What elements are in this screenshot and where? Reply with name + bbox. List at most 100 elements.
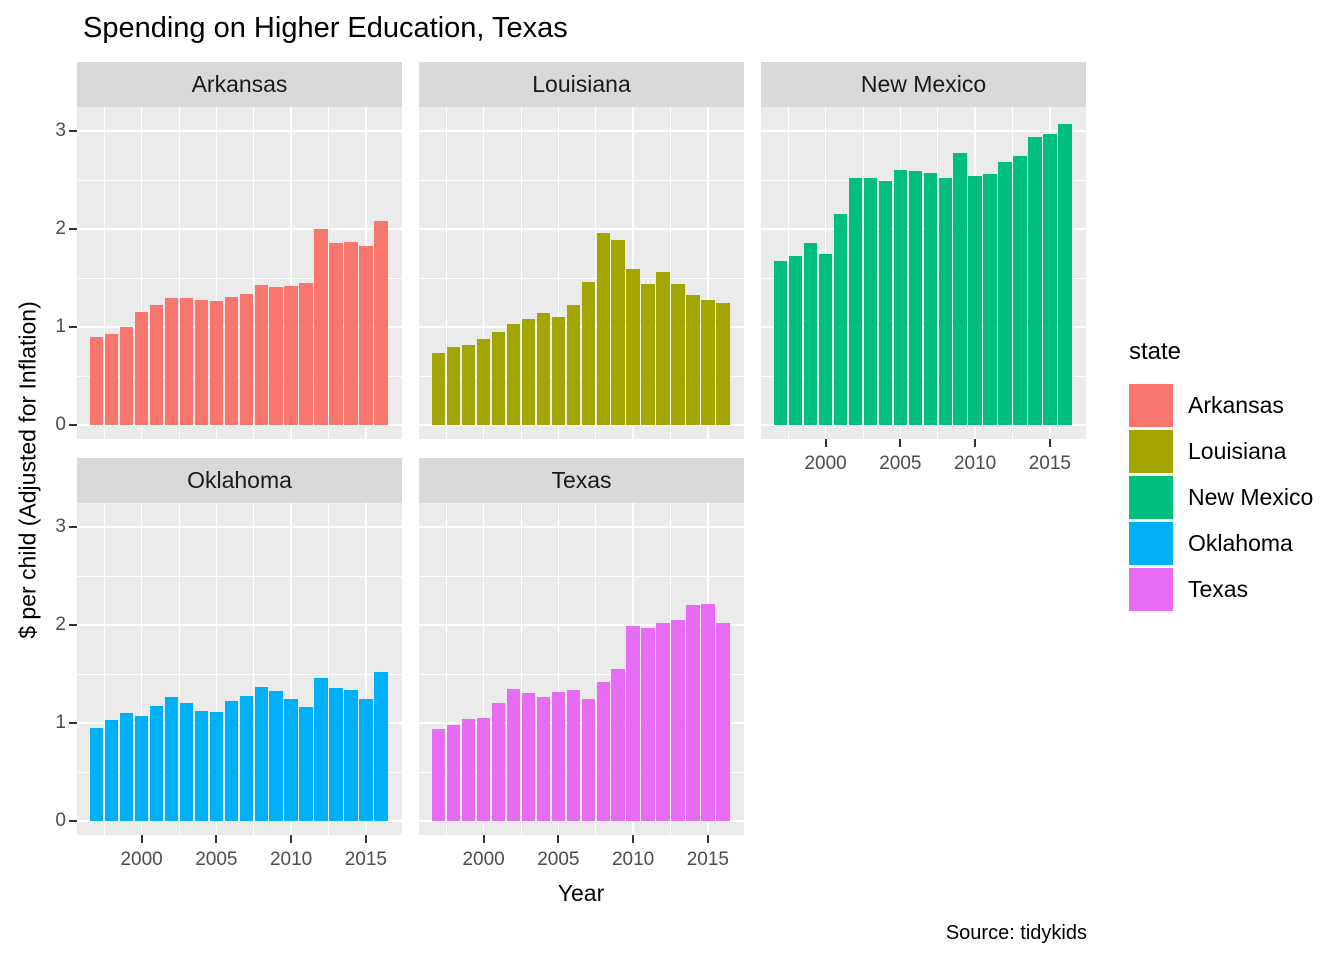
major-gridline bbox=[77, 820, 402, 822]
minor-gridline bbox=[670, 503, 671, 835]
bar bbox=[209, 300, 224, 425]
bar bbox=[938, 178, 952, 425]
facet-panel bbox=[77, 107, 402, 439]
major-gridline bbox=[77, 228, 402, 230]
bar bbox=[105, 333, 119, 425]
bar bbox=[716, 623, 730, 821]
x-axis-tick bbox=[632, 835, 635, 843]
x-axis-tick bbox=[899, 439, 902, 447]
x-axis-tick bbox=[215, 835, 218, 843]
source-caption: Source: tidykids bbox=[945, 922, 1087, 944]
legend-swatch-texas bbox=[1129, 568, 1173, 611]
y-axis-tick bbox=[69, 526, 77, 528]
facet-strip: Texas bbox=[419, 458, 744, 503]
bar bbox=[359, 245, 373, 425]
facet-strip: Arkansas bbox=[77, 62, 402, 107]
y-axis-tick-label: 1 bbox=[55, 712, 66, 733]
legend-swatch-louisiana bbox=[1129, 430, 1173, 473]
legend-label: New Mexico bbox=[1188, 484, 1314, 510]
facet-panel bbox=[77, 503, 402, 835]
major-gridline bbox=[77, 130, 402, 132]
x-axis-tick-label: 2010 bbox=[611, 849, 655, 870]
bar bbox=[314, 677, 328, 821]
major-gridline bbox=[290, 107, 292, 439]
y-axis-title: $ per child (Adjusted for Inflation) bbox=[14, 301, 41, 639]
minor-gridline bbox=[419, 771, 744, 773]
y-axis-tick bbox=[69, 424, 77, 426]
bar bbox=[656, 272, 670, 425]
facet-panel bbox=[761, 107, 1086, 439]
legend-title: state bbox=[1129, 338, 1182, 365]
x-axis-tick-label: 2005 bbox=[537, 849, 580, 870]
minor-gridline bbox=[178, 503, 180, 835]
bar bbox=[149, 305, 164, 425]
y-axis-tick-label: 3 bbox=[55, 516, 66, 537]
bar bbox=[491, 331, 506, 425]
bar bbox=[983, 174, 997, 425]
bar bbox=[314, 229, 328, 425]
bar bbox=[134, 716, 149, 821]
x-axis-tick-label: 2015 bbox=[1028, 453, 1072, 474]
bar bbox=[686, 294, 700, 425]
bar bbox=[521, 692, 536, 821]
facet-strip-label: Oklahoma bbox=[187, 467, 292, 493]
minor-gridline bbox=[862, 107, 864, 439]
bar bbox=[284, 285, 298, 425]
bar bbox=[716, 303, 730, 425]
y-axis-tick bbox=[69, 326, 77, 328]
bar bbox=[329, 687, 343, 821]
minor-gridline bbox=[328, 107, 329, 439]
bar bbox=[179, 297, 194, 425]
bar bbox=[626, 269, 640, 425]
x-axis-tick bbox=[482, 835, 485, 843]
facet-strip: New Mexico bbox=[761, 62, 1086, 107]
bar bbox=[299, 282, 313, 425]
bar bbox=[447, 346, 461, 425]
major-gridline bbox=[419, 228, 744, 230]
minor-gridline bbox=[595, 503, 597, 835]
major-gridline bbox=[419, 722, 744, 724]
minor-gridline bbox=[937, 107, 939, 439]
x-axis-tick-label: 2015 bbox=[686, 849, 730, 870]
x-axis-tick-label: 2005 bbox=[879, 453, 922, 474]
bar bbox=[641, 283, 655, 425]
legend-swatch-arkansas bbox=[1129, 384, 1173, 427]
major-gridline bbox=[419, 526, 744, 528]
bar bbox=[581, 698, 595, 821]
bar bbox=[209, 712, 224, 821]
y-axis-tick bbox=[69, 722, 77, 724]
bar bbox=[461, 344, 476, 425]
minor-gridline bbox=[253, 503, 255, 835]
legend-entry: Texas bbox=[1129, 568, 1313, 611]
bar bbox=[521, 319, 536, 425]
bar bbox=[105, 720, 119, 821]
minor-gridline bbox=[178, 107, 180, 439]
major-gridline bbox=[419, 820, 744, 822]
major-gridline bbox=[419, 424, 744, 426]
bar bbox=[923, 173, 937, 425]
minor-gridline bbox=[419, 673, 744, 675]
bar bbox=[566, 689, 581, 821]
chart-title: Spending on Higher Education, Texas bbox=[83, 12, 568, 44]
bar bbox=[968, 176, 982, 425]
x-axis-tick-label: 2000 bbox=[804, 453, 847, 474]
bar bbox=[90, 727, 104, 821]
bar bbox=[893, 170, 908, 425]
bar bbox=[476, 718, 491, 821]
bar bbox=[626, 625, 640, 821]
bar bbox=[224, 296, 239, 425]
facet-panel bbox=[419, 503, 744, 835]
bar bbox=[239, 695, 253, 821]
minor-gridline bbox=[77, 575, 402, 577]
legend-entry: Oklahoma bbox=[1129, 522, 1313, 565]
bar bbox=[224, 701, 239, 821]
facet-strip-label: New Mexico bbox=[860, 71, 987, 97]
minor-gridline bbox=[253, 107, 255, 439]
y-axis-tick bbox=[69, 130, 77, 132]
bar bbox=[656, 623, 670, 821]
bar bbox=[269, 286, 283, 425]
bar bbox=[551, 317, 566, 425]
major-gridline bbox=[482, 503, 485, 835]
minor-gridline bbox=[520, 107, 522, 439]
